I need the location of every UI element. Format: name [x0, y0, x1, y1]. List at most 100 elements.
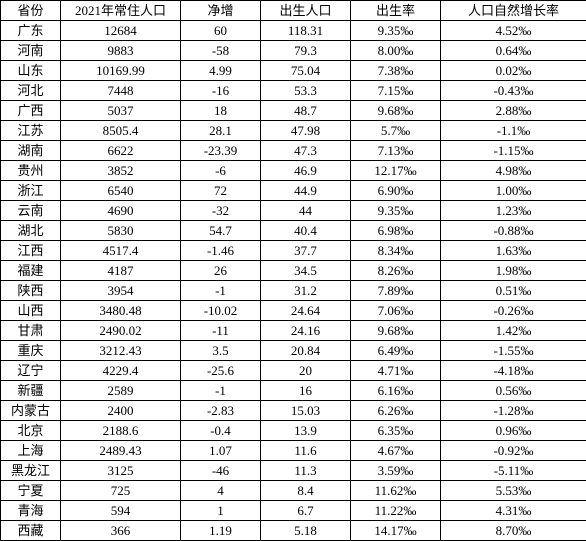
table-cell: 山东	[1, 61, 61, 81]
table-cell: -0.88‰	[441, 221, 586, 241]
table-cell: 2489.43	[61, 441, 181, 461]
table-cell: 1	[181, 501, 261, 521]
table-cell: 4690	[61, 201, 181, 221]
table-cell: 24.64	[261, 301, 351, 321]
table-cell: 浙江	[1, 181, 61, 201]
table-cell: 贵州	[1, 161, 61, 181]
table-cell: 5.7‰	[351, 121, 441, 141]
table-cell: -4.18‰	[441, 361, 586, 381]
table-cell: 16	[261, 381, 351, 401]
table-cell: 28.1	[181, 121, 261, 141]
table-row: 陕西3954-131.27.89‰0.51‰	[1, 281, 586, 301]
table-cell: -58	[181, 41, 261, 61]
table-cell: 5.18	[261, 521, 351, 541]
table-cell: 9.68‰	[351, 321, 441, 341]
table-header-row: 省份 2021年常住人口 净增 出生人口 出生率 人口自然增长率	[1, 1, 586, 21]
table-cell: -5.11‰	[441, 461, 586, 481]
table-cell: -11	[181, 321, 261, 341]
table-cell: 1.63‰	[441, 241, 586, 261]
table-cell: -1	[181, 381, 261, 401]
table-cell: 江苏	[1, 121, 61, 141]
table-cell: 7.06‰	[351, 301, 441, 321]
table-cell: 75.04	[261, 61, 351, 81]
table-cell: 1.23‰	[441, 201, 586, 221]
table-cell: 湖北	[1, 221, 61, 241]
table-row: 黑龙江3125-4611.33.59‰-5.11‰	[1, 461, 586, 481]
table-cell: 13.9	[261, 421, 351, 441]
table-cell: 7.13‰	[351, 141, 441, 161]
table-cell: 7.89‰	[351, 281, 441, 301]
table-row: 云南4690-32449.35‰1.23‰	[1, 201, 586, 221]
table-row: 湖北583054.740.46.98‰-0.88‰	[1, 221, 586, 241]
table-cell: 甘肃	[1, 321, 61, 341]
table-cell: 8.26‰	[351, 261, 441, 281]
table-row: 重庆3212.433.520.846.49‰-1.55‰	[1, 341, 586, 361]
table-cell: 广西	[1, 101, 61, 121]
table-cell: 2188.6	[61, 421, 181, 441]
table-cell: 7448	[61, 81, 181, 101]
table-row: 宁夏72548.411.62‰5.53‰	[1, 481, 586, 501]
table-cell: 新疆	[1, 381, 61, 401]
table-cell: 0.56‰	[441, 381, 586, 401]
table-cell: 5.53‰	[441, 481, 586, 501]
table-cell: 上海	[1, 441, 61, 461]
table-cell: 366	[61, 521, 181, 541]
table-cell: 0.64‰	[441, 41, 586, 61]
table-cell: 广东	[1, 21, 61, 41]
table-cell: 江西	[1, 241, 61, 261]
table-cell: 40.4	[261, 221, 351, 241]
table-cell: 北京	[1, 421, 61, 441]
table-cell: 6.26‰	[351, 401, 441, 421]
table-cell: 12.17‰	[351, 161, 441, 181]
table-cell: -10.02	[181, 301, 261, 321]
table-cell: -0.43‰	[441, 81, 586, 101]
table-cell: 6540	[61, 181, 181, 201]
table-cell: 6.90‰	[351, 181, 441, 201]
table-row: 江苏8505.428.147.985.7‰-1.1‰	[1, 121, 586, 141]
table-cell: 7.15‰	[351, 81, 441, 101]
table-cell: 4.98‰	[441, 161, 586, 181]
table-cell: 西藏	[1, 521, 61, 541]
table-cell: 9.68‰	[351, 101, 441, 121]
table-cell: -1.55‰	[441, 341, 586, 361]
table-cell: 0.02‰	[441, 61, 586, 81]
table-cell: 37.7	[261, 241, 351, 261]
table-cell: 湖南	[1, 141, 61, 161]
table-cell: 3212.43	[61, 341, 181, 361]
table-row: 广西50371848.79.68‰2.88‰	[1, 101, 586, 121]
table-cell: 10169.99	[61, 61, 181, 81]
table-row: 河南9883-5879.38.00‰0.64‰	[1, 41, 586, 61]
table-cell: 4.99	[181, 61, 261, 81]
table-cell: 6.49‰	[351, 341, 441, 361]
table-cell: 118.31	[261, 21, 351, 41]
table-cell: 河北	[1, 81, 61, 101]
table-cell: 15.03	[261, 401, 351, 421]
table-cell: 11.62‰	[351, 481, 441, 501]
table-cell: 44	[261, 201, 351, 221]
table-cell: 1.19	[181, 521, 261, 541]
table-row: 新疆2589-1166.16‰0.56‰	[1, 381, 586, 401]
header-population: 2021年常住人口	[61, 1, 181, 21]
table-cell: 48.7	[261, 101, 351, 121]
table-row: 山东10169.994.9975.047.38‰0.02‰	[1, 61, 586, 81]
table-body: 广东1268460118.319.35‰4.52‰河南9883-5879.38.…	[1, 21, 586, 541]
table-cell: 8.00‰	[351, 41, 441, 61]
table-cell: -1.15‰	[441, 141, 586, 161]
table-cell: 8.70‰	[441, 521, 586, 541]
table-cell: 1.42‰	[441, 321, 586, 341]
table-row: 广东1268460118.319.35‰4.52‰	[1, 21, 586, 41]
table-cell: -1.46	[181, 241, 261, 261]
table-cell: -32	[181, 201, 261, 221]
table-cell: 6.7	[261, 501, 351, 521]
table-cell: 3480.48	[61, 301, 181, 321]
table-cell: -0.4	[181, 421, 261, 441]
table-cell: 4.71‰	[351, 361, 441, 381]
table-cell: 山西	[1, 301, 61, 321]
header-birth-rate: 出生率	[351, 1, 441, 21]
table-cell: 7.38‰	[351, 61, 441, 81]
population-table: 省份 2021年常住人口 净增 出生人口 出生率 人口自然增长率 广东12684…	[0, 0, 586, 541]
table-cell: 2589	[61, 381, 181, 401]
table-row: 青海59416.711.22‰4.31‰	[1, 501, 586, 521]
table-cell: 0.96‰	[441, 421, 586, 441]
table-row: 浙江65407244.96.90‰1.00‰	[1, 181, 586, 201]
